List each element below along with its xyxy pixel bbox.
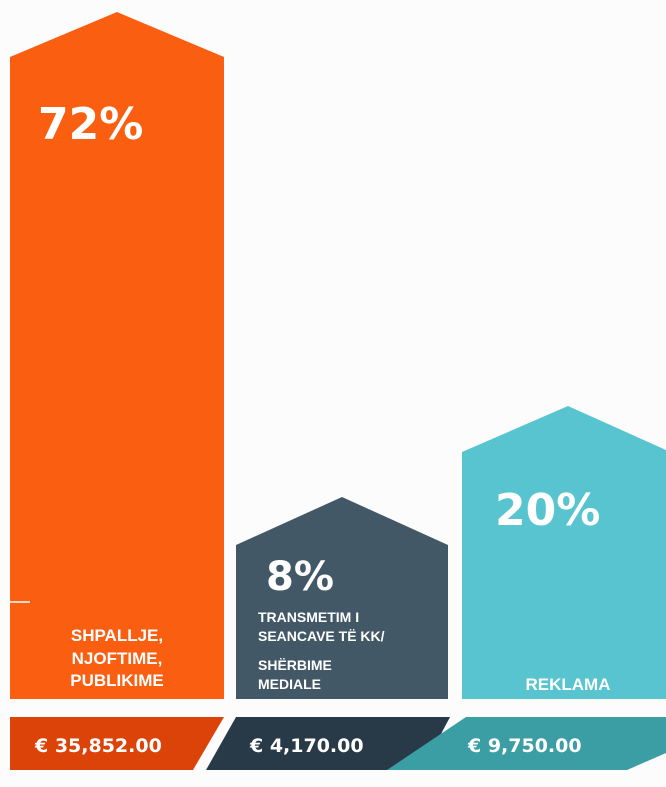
bar-shpallje-label-line-2: NJOFTIME, bbox=[72, 649, 163, 668]
bar-transmetim-label-line-3: SHËRBIME bbox=[258, 657, 332, 673]
bar-shpallje-label-line-3: PUBLIKIME bbox=[70, 671, 164, 690]
bar-transmetim: 8% TRANSMETIM I SEANCAVE TË KK/ SHËRBIME… bbox=[206, 497, 450, 770]
bar-reklama-percent: 20% bbox=[495, 485, 600, 536]
bar-shpallje-amount: € 35,852.00 bbox=[34, 735, 162, 757]
bar-transmetim-amount: € 4,170.00 bbox=[249, 735, 364, 757]
bar-shpallje-footer bbox=[10, 717, 224, 770]
bar-reklama: 20% REKLAMA € 9,750.00 bbox=[387, 406, 666, 770]
bar-reklama-amount: € 9,750.00 bbox=[467, 735, 582, 757]
bar-shpallje-percent: 72% bbox=[38, 99, 143, 150]
bar-transmetim-footer bbox=[206, 717, 450, 770]
bar-reklama-label-line-1: REKLAMA bbox=[526, 675, 611, 694]
bar-reklama-footer bbox=[387, 717, 666, 770]
bar-transmetim-label-line-2: SEANCAVE TË KK/ bbox=[258, 628, 385, 644]
bar-transmetim-label-line-1: TRANSMETIM I bbox=[258, 609, 359, 625]
bar-reklama-column bbox=[462, 406, 666, 699]
bar-shpallje: 72% SHPALLJE, NJOFTIME, PUBLIKIME € 35,8… bbox=[10, 12, 224, 770]
bar-transmetim-percent: 8% bbox=[266, 554, 334, 600]
bar-transmetim-column bbox=[236, 497, 448, 699]
bar-transmetim-label-line-4: MEDIALE bbox=[258, 676, 321, 692]
bar-shpallje-column bbox=[10, 12, 224, 699]
bar-shpallje-label-line-1: SHPALLJE, bbox=[71, 626, 163, 645]
